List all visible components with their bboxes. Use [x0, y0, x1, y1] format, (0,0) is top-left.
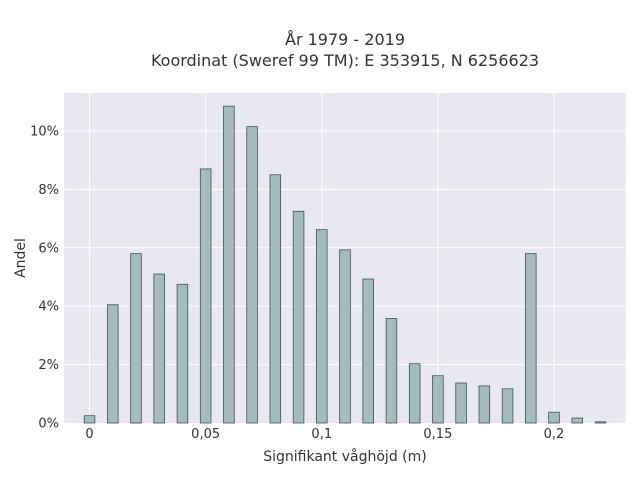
- bar: [83, 415, 96, 424]
- bar: [478, 385, 491, 424]
- bars: [83, 105, 607, 424]
- bar: [385, 318, 398, 424]
- bar: [548, 411, 560, 424]
- bar: [223, 105, 235, 424]
- bar: [199, 168, 212, 424]
- x-tick-label: 0,15: [423, 427, 452, 442]
- bar: [455, 382, 467, 424]
- bar: [176, 283, 189, 424]
- bar: [525, 253, 537, 424]
- y-tick-label: 6%: [38, 241, 59, 256]
- bar: [594, 421, 607, 424]
- y-tick-label: 2%: [38, 358, 59, 373]
- bar: [246, 126, 258, 424]
- bar: [292, 210, 305, 424]
- x-tick-label: 0: [85, 427, 93, 442]
- bar: [571, 417, 583, 424]
- bar: [130, 253, 142, 424]
- y-axis-ticks: 0% 2% 4% 6% 8% 10%: [30, 124, 59, 431]
- chart-title-line1: År 1979 - 2019: [285, 30, 405, 49]
- y-tick-label: 0%: [38, 417, 59, 432]
- x-tick-label: 0,1: [311, 427, 332, 442]
- bar: [432, 375, 444, 424]
- chart-title-line2: Koordinat (Sweref 99 TM): E 353915, N 62…: [151, 51, 539, 70]
- x-tick-label: 0,2: [544, 427, 565, 442]
- bar: [501, 388, 514, 424]
- y-tick-label: 10%: [30, 124, 59, 139]
- bar: [408, 363, 421, 424]
- y-tick-label: 4%: [38, 300, 59, 315]
- bar: [107, 304, 119, 424]
- x-axis-label: Signifikant våghöjd (m): [263, 448, 426, 465]
- y-tick-label: 8%: [38, 183, 59, 198]
- x-axis-ticks: 0 0,05 0,1 0,15 0,2: [85, 427, 564, 442]
- bar: [316, 229, 328, 424]
- bar: [362, 278, 374, 424]
- bar: [339, 249, 351, 424]
- x-tick-label: 0,05: [191, 427, 220, 442]
- y-axis-label: Andel: [13, 238, 29, 278]
- bar: [153, 273, 165, 424]
- bar: [269, 174, 282, 424]
